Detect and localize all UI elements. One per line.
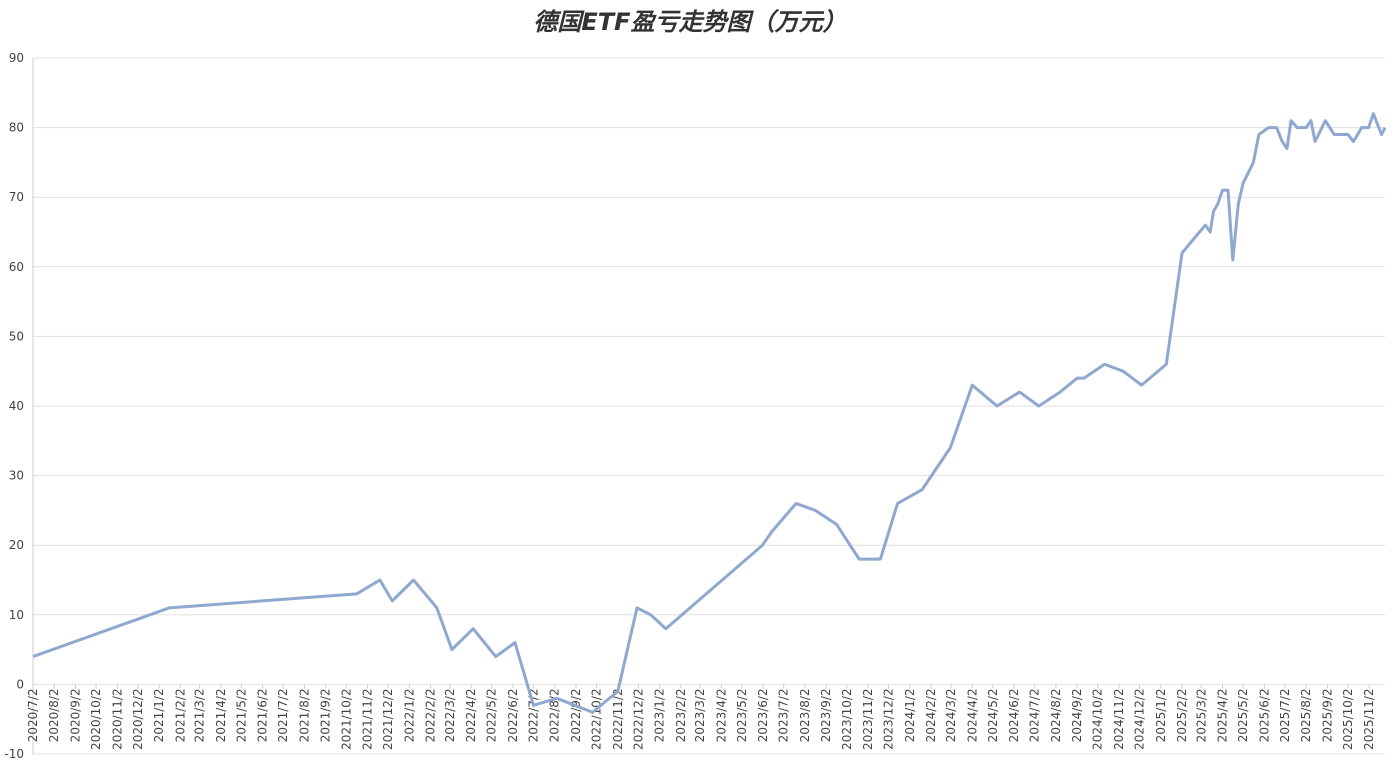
x-tick-label: 2021/4/2 — [214, 688, 228, 742]
y-tick-label: 70 — [9, 190, 24, 204]
y-tick-label: 90 — [9, 51, 24, 65]
x-tick-label: 2021/8/2 — [297, 688, 311, 742]
x-tick-label: 2023/4/2 — [714, 688, 728, 742]
x-tick-label: 2020/8/2 — [47, 688, 61, 742]
x-tick-label: 2021/5/2 — [234, 688, 248, 742]
chart-title: 德国ETF盈亏走势图（万元） — [533, 8, 846, 36]
x-tick-label: 2022/4/2 — [464, 688, 478, 742]
x-tick-label: 2023/9/2 — [819, 688, 833, 742]
x-tick-label: 2023/10/2 — [840, 688, 854, 750]
x-tick-label: 2020/7/2 — [26, 688, 40, 742]
y-tick-label: 40 — [9, 399, 24, 413]
x-tick-label: 2025/9/2 — [1320, 688, 1334, 742]
x-tick-label: 2022/8/2 — [548, 688, 562, 742]
x-tick-label: 2020/10/2 — [89, 688, 103, 750]
x-tick-label: 2020/9/2 — [69, 688, 83, 742]
x-tick-label: 2022/10/2 — [590, 688, 604, 750]
x-tick-label: 2024/6/2 — [1007, 688, 1021, 742]
x-tick-label: 2024/10/2 — [1091, 688, 1105, 750]
x-tick-label: 2020/12/2 — [131, 688, 145, 750]
x-tick-label: 2024/12/2 — [1133, 688, 1147, 750]
y-tick-label: 60 — [9, 260, 24, 274]
y-tick-label: 0 — [16, 677, 24, 691]
x-tick-label: 2022/7/2 — [526, 688, 540, 742]
x-tick-label: 2022/2/2 — [424, 688, 438, 742]
x-tick-label: 2023/7/2 — [777, 688, 791, 742]
x-tick-label: 2023/12/2 — [882, 688, 896, 750]
x-tick-label: 2025/7/2 — [1278, 688, 1292, 742]
x-tick-label: 2024/9/2 — [1070, 688, 1084, 742]
x-tick-label: 2025/10/2 — [1341, 688, 1355, 750]
x-tick-label: 2023/6/2 — [756, 688, 770, 742]
x-tick-label: 2025/5/2 — [1236, 688, 1250, 742]
x-tick-label: 2021/2/2 — [173, 688, 187, 742]
line-series — [32, 112, 1387, 714]
x-tick-label: 2023/11/2 — [861, 688, 875, 750]
y-tick-label: -10 — [4, 747, 24, 761]
x-tick-label: 2021/3/2 — [193, 688, 207, 742]
x-tick-label: 2023/3/2 — [693, 688, 707, 742]
x-tick-label: 2024/11/2 — [1112, 688, 1126, 750]
x-tick-label: 2025/2/2 — [1175, 688, 1189, 742]
x-tick-label: 2025/1/2 — [1154, 688, 1168, 742]
x-tick-label: 2021/6/2 — [256, 688, 270, 742]
x-tick-label: 2022/5/2 — [485, 688, 499, 742]
x-tick-label: 2021/10/2 — [339, 688, 353, 750]
x-tick-label: 2023/1/2 — [653, 688, 667, 742]
x-tick-label: 2023/8/2 — [798, 688, 812, 742]
x-tick-label: 2025/6/2 — [1257, 688, 1271, 742]
x-tick-label: 2021/7/2 — [276, 688, 290, 742]
x-tick-label: 2024/2/2 — [924, 688, 938, 742]
x-tick-label: 2025/8/2 — [1299, 688, 1313, 742]
y-tick-label: 30 — [9, 469, 24, 483]
x-tick-label: 2025/11/2 — [1362, 688, 1376, 750]
x-tick-label: 2022/3/2 — [443, 688, 457, 742]
x-tick-label: 2022/9/2 — [569, 688, 583, 742]
x-tick-label: 2021/9/2 — [319, 688, 333, 742]
y-tick-label: 80 — [9, 121, 24, 135]
x-tick-label: 2023/5/2 — [735, 688, 749, 742]
x-tick-label: 2022/6/2 — [506, 688, 520, 742]
x-tick-label: 2024/1/2 — [903, 688, 917, 742]
x-tick-label: 2024/4/2 — [965, 688, 979, 742]
x-tick-label: 2023/2/2 — [674, 688, 688, 742]
x-tick-label: 2024/7/2 — [1028, 688, 1042, 742]
y-tick-label: 10 — [9, 608, 24, 622]
x-tick-label: 2025/3/2 — [1194, 688, 1208, 742]
x-tick-label: 2024/3/2 — [944, 688, 958, 742]
x-tick-label: 2021/11/2 — [361, 688, 375, 750]
x-tick-label: 2024/5/2 — [986, 688, 1000, 742]
y-tick-label: 50 — [9, 329, 24, 343]
y-tick-label: 20 — [9, 538, 24, 552]
x-tick-label: 2021/1/2 — [152, 688, 166, 742]
x-tick-label: 2022/11/2 — [611, 688, 625, 750]
x-tick-label: 2025/4/2 — [1216, 688, 1230, 742]
x-tick-label: 2020/11/2 — [110, 688, 124, 750]
x-tick-label: 2022/12/2 — [631, 688, 645, 750]
x-tick-label: 2024/8/2 — [1049, 688, 1063, 742]
x-tick-label: 2021/12/2 — [381, 688, 395, 750]
x-tick-label: 2022/1/2 — [402, 688, 416, 742]
